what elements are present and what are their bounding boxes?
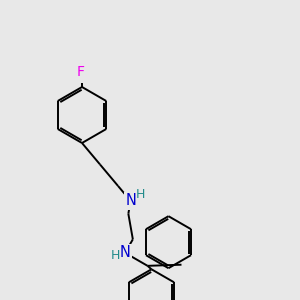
Text: N: N (120, 245, 130, 260)
Text: N: N (125, 194, 136, 208)
Text: H: H (136, 188, 145, 201)
Text: F: F (77, 65, 85, 79)
Text: H: H (110, 249, 120, 262)
